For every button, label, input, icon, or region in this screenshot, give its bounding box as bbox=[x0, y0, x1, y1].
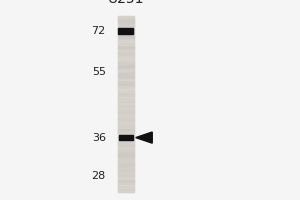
Bar bbox=[118, 115, 134, 117]
Bar bbox=[118, 45, 134, 47]
Bar bbox=[118, 93, 134, 95]
Bar bbox=[118, 84, 134, 86]
Bar bbox=[118, 135, 134, 137]
Bar bbox=[118, 152, 134, 155]
Bar bbox=[118, 188, 134, 190]
Bar bbox=[118, 47, 134, 49]
Bar bbox=[118, 155, 134, 157]
Bar bbox=[118, 97, 134, 100]
Bar bbox=[118, 102, 134, 104]
Bar bbox=[118, 62, 134, 64]
Bar bbox=[118, 31, 134, 34]
Text: U251: U251 bbox=[108, 0, 144, 6]
Bar bbox=[118, 89, 134, 91]
Bar bbox=[118, 40, 134, 42]
Bar bbox=[118, 73, 134, 75]
Bar bbox=[118, 75, 134, 78]
Bar bbox=[118, 91, 134, 93]
Bar bbox=[118, 100, 134, 102]
Bar bbox=[118, 159, 134, 161]
Text: 28: 28 bbox=[92, 171, 106, 181]
Text: 72: 72 bbox=[92, 26, 106, 36]
Bar bbox=[118, 38, 134, 40]
Bar bbox=[118, 119, 134, 122]
Bar bbox=[118, 20, 134, 23]
Bar bbox=[118, 16, 134, 192]
Bar bbox=[118, 36, 134, 38]
Bar bbox=[118, 148, 134, 150]
Bar bbox=[118, 150, 134, 152]
Bar bbox=[118, 144, 134, 146]
Bar bbox=[118, 179, 134, 181]
Bar bbox=[118, 174, 134, 177]
Bar bbox=[118, 104, 134, 106]
Bar bbox=[118, 181, 134, 183]
Bar bbox=[118, 60, 134, 62]
Bar bbox=[118, 51, 134, 53]
Polygon shape bbox=[136, 132, 152, 143]
Bar bbox=[118, 183, 134, 185]
Bar bbox=[118, 53, 134, 56]
Text: 36: 36 bbox=[92, 133, 106, 143]
Text: 55: 55 bbox=[92, 67, 106, 77]
Bar bbox=[118, 128, 134, 130]
Bar bbox=[118, 58, 134, 60]
Bar bbox=[118, 141, 134, 144]
Bar bbox=[118, 80, 134, 82]
Bar bbox=[118, 146, 134, 148]
Bar bbox=[118, 23, 134, 25]
Bar bbox=[118, 95, 134, 97]
Bar bbox=[118, 86, 134, 89]
Bar bbox=[118, 139, 134, 141]
Bar bbox=[118, 133, 134, 135]
Bar bbox=[118, 170, 134, 172]
Bar bbox=[118, 190, 134, 192]
Bar bbox=[118, 137, 134, 139]
Bar bbox=[118, 69, 134, 71]
Bar bbox=[118, 113, 134, 115]
Bar bbox=[118, 130, 134, 133]
Bar bbox=[118, 157, 134, 159]
Bar bbox=[118, 168, 134, 170]
Bar bbox=[118, 177, 134, 179]
Bar bbox=[118, 124, 134, 126]
Bar bbox=[118, 161, 134, 163]
Bar bbox=[118, 117, 134, 119]
Bar bbox=[118, 64, 134, 67]
Bar bbox=[118, 106, 134, 108]
Bar bbox=[119, 135, 133, 140]
Bar bbox=[118, 16, 134, 18]
Bar bbox=[118, 29, 134, 31]
Bar bbox=[118, 166, 134, 168]
Bar bbox=[118, 67, 134, 69]
Bar bbox=[118, 185, 134, 188]
Bar bbox=[118, 82, 134, 84]
Bar bbox=[118, 71, 134, 73]
Bar bbox=[118, 126, 134, 128]
Bar bbox=[118, 25, 134, 27]
Bar bbox=[118, 34, 134, 36]
Bar bbox=[118, 163, 134, 166]
Bar bbox=[118, 111, 134, 113]
Bar bbox=[118, 56, 134, 58]
Bar bbox=[118, 78, 134, 80]
Bar bbox=[118, 27, 134, 29]
Bar bbox=[118, 28, 134, 34]
Bar bbox=[118, 108, 134, 111]
Bar bbox=[118, 18, 134, 20]
Bar bbox=[118, 49, 134, 51]
Bar bbox=[118, 122, 134, 124]
Bar bbox=[118, 42, 134, 45]
Bar bbox=[118, 172, 134, 174]
